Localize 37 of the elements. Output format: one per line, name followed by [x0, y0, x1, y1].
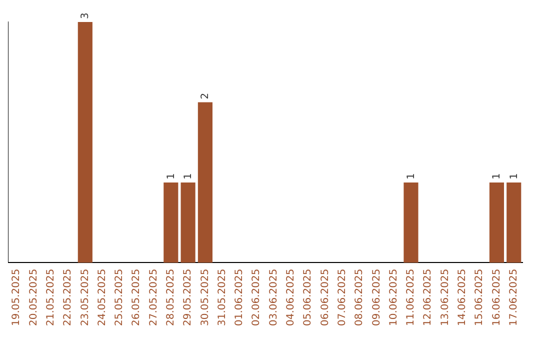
x-tick-label: 29.05.2025: [182, 268, 194, 326]
x-tick-label: 14.06.2025: [457, 268, 468, 326]
x-tick-label: 05.06.2025: [302, 268, 314, 326]
x-tick-label: 01.06.2025: [234, 268, 246, 326]
x-tick-label: 13.06.2025: [440, 268, 451, 326]
x-tick-label: 27.05.2025: [148, 268, 160, 326]
x-tick-label: 09.06.2025: [371, 268, 382, 326]
data-label: 1: [492, 173, 503, 180]
x-tick-label: 21.05.2025: [45, 268, 56, 326]
x-tick-label: 22.05.2025: [62, 268, 74, 326]
x-tick-label: 30.05.2025: [200, 268, 211, 326]
x-tick-label: 04.06.2025: [286, 268, 297, 326]
data-label: 1: [166, 173, 177, 180]
x-tick-label: 24.05.2025: [96, 268, 108, 326]
x-tick-label: 23.05.2025: [80, 268, 91, 326]
data-label: 1: [406, 173, 417, 180]
x-tick-label: 08.06.2025: [354, 268, 366, 326]
x-tick-label: 11.06.2025: [406, 268, 417, 326]
x-tick-label: 03.06.2025: [268, 268, 280, 326]
x-tick-label: 26.05.2025: [131, 268, 142, 326]
x-tick-label: 17.06.2025: [508, 268, 520, 326]
x-tick-label: 06.06.2025: [320, 268, 331, 326]
x-tick-label: 19.05.2025: [11, 268, 22, 326]
x-tick-label: 15.06.2025: [474, 268, 486, 326]
x-tick-label: 20.05.2025: [28, 268, 40, 326]
data-label: 1: [183, 173, 194, 180]
x-tick-label: 25.05.2025: [114, 268, 126, 326]
data-label: 1: [508, 173, 520, 180]
x-tick-label: 12.06.2025: [422, 268, 434, 326]
x-tick-label: 10.06.2025: [388, 268, 400, 326]
x-tick-label: 02.06.2025: [251, 268, 262, 326]
data-label: 3: [80, 12, 92, 19]
x-tick-label: 28.05.2025: [166, 268, 176, 326]
x-tick-label: 31.05.2025: [216, 268, 228, 326]
data-label: 2: [200, 92, 212, 100]
x-tick-label: 07.06.2025: [336, 268, 348, 326]
x-tick-label: 16.06.2025: [491, 268, 502, 326]
